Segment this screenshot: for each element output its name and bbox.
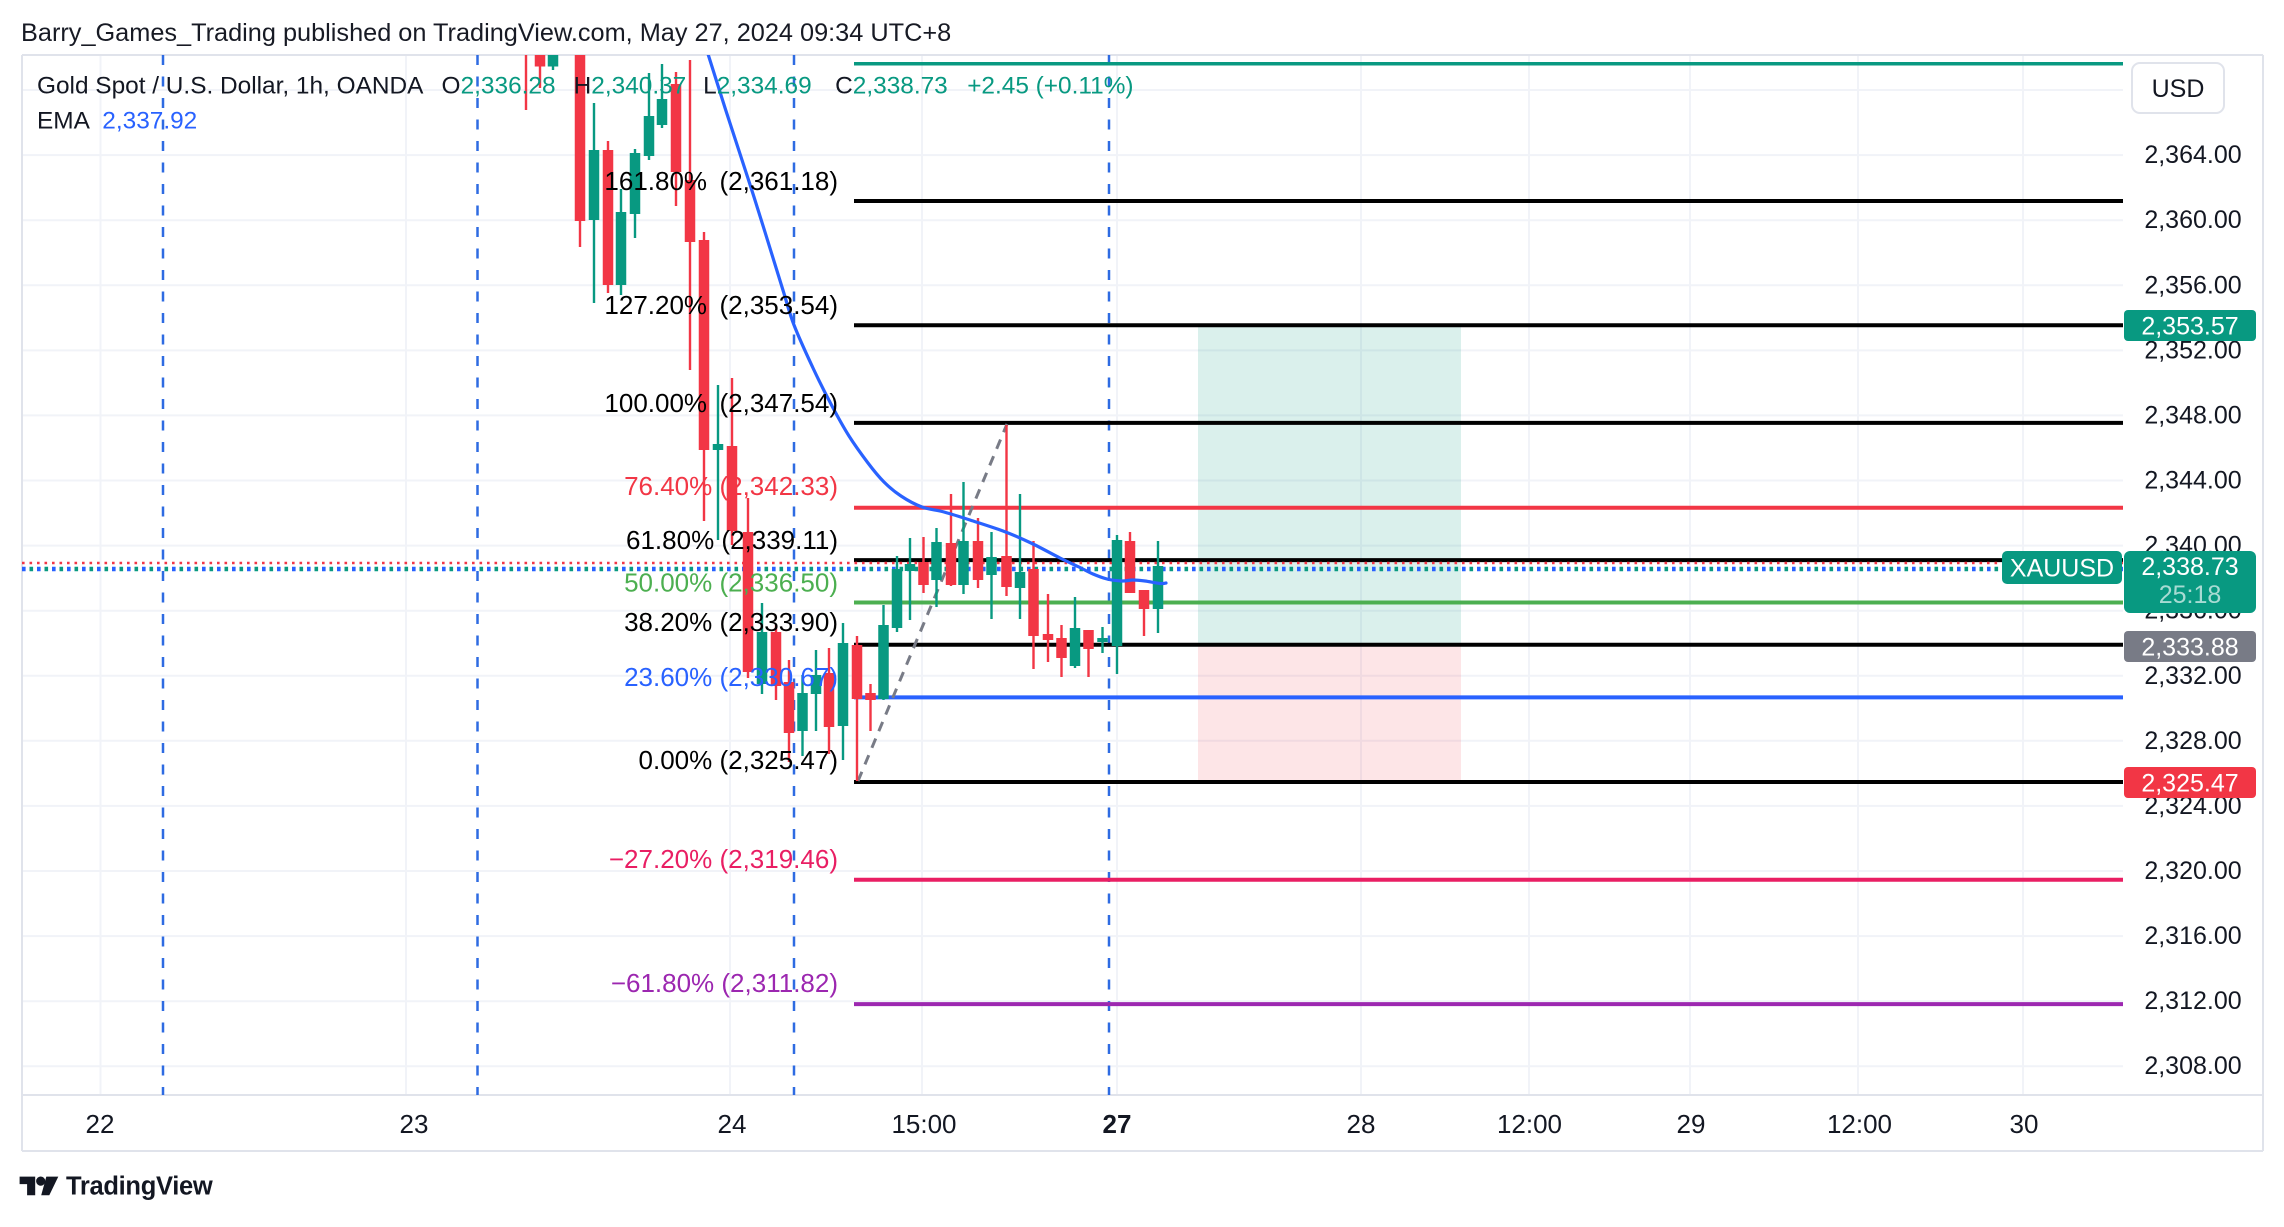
svg-text:XAUUSD: XAUUSD [2010,555,2114,583]
svg-text:2,340.37: 2,340.37 [591,73,686,100]
svg-text:2,325.47: 2,325.47 [2141,770,2238,798]
svg-text:161.80% (2,361.18): 161.80% (2,361.18) [604,166,838,196]
svg-text:Barry_Games_Trading published: Barry_Games_Trading published on Trading… [21,19,951,47]
svg-text:EMA: EMA [37,108,91,135]
svg-text:2,364.00: 2,364.00 [2144,141,2241,169]
svg-text:H: H [574,73,592,100]
svg-text:15:00: 15:00 [891,1109,956,1139]
svg-text:−61.80% (2,311.82): −61.80% (2,311.82) [611,968,838,998]
svg-text:38.20% (2,333.90): 38.20% (2,333.90) [624,607,838,637]
svg-text:2,336.28: 2,336.28 [461,73,556,100]
svg-text:2,360.00: 2,360.00 [2144,206,2241,234]
svg-text:+2.45 (+0.11%): +2.45 (+0.11%) [967,73,1133,100]
svg-text:2,338.73: 2,338.73 [2141,553,2238,581]
svg-text:TradingView: TradingView [66,1173,213,1201]
svg-text:25:18: 25:18 [2159,581,2222,609]
svg-text:2,337.92: 2,337.92 [102,108,197,135]
svg-text:0.00% (2,325.47): 0.00% (2,325.47) [639,745,838,775]
svg-text:23: 23 [400,1109,429,1139]
svg-text:2,353.57: 2,353.57 [2141,313,2238,341]
svg-text:2,320.00: 2,320.00 [2144,857,2241,885]
svg-text:27: 27 [1103,1109,1132,1139]
svg-text:2,338.73: 2,338.73 [853,73,948,100]
svg-text:29: 29 [1677,1109,1706,1139]
svg-text:2,328.00: 2,328.00 [2144,727,2241,755]
svg-text:2,344.00: 2,344.00 [2144,467,2241,495]
svg-text:23.60% (2,330.67): 23.60% (2,330.67) [624,662,838,692]
svg-text:2,348.00: 2,348.00 [2144,401,2241,429]
svg-text:30: 30 [2010,1109,2039,1139]
svg-text:L: L [703,73,717,100]
svg-text:50.00% (2,336.50): 50.00% (2,336.50) [624,568,838,598]
svg-text:−27.20% (2,319.46): −27.20% (2,319.46) [609,844,838,874]
svg-text:24: 24 [718,1109,747,1139]
svg-text:100.00% (2,347.54): 100.00% (2,347.54) [604,388,838,418]
svg-text:Gold Spot / U.S. Dollar, 1h, O: Gold Spot / U.S. Dollar, 1h, OANDA [37,73,424,100]
svg-text:61.80% (2,339.11): 61.80% (2,339.11) [626,525,838,555]
svg-text:22: 22 [86,1109,115,1139]
svg-text:2,356.00: 2,356.00 [2144,271,2241,299]
svg-text:28: 28 [1347,1109,1376,1139]
svg-text:12:00: 12:00 [1497,1109,1562,1139]
svg-text:12:00: 12:00 [1827,1109,1892,1139]
svg-text:O: O [442,73,461,100]
svg-text:127.20% (2,353.54): 127.20% (2,353.54) [604,290,838,320]
svg-text:C: C [835,73,853,100]
svg-text:2,334.69: 2,334.69 [717,73,812,100]
svg-text:2,308.00: 2,308.00 [2144,1052,2241,1080]
svg-text:2,352.00: 2,352.00 [2144,336,2241,364]
svg-text:76.40% (2,342.33): 76.40% (2,342.33) [624,471,838,501]
svg-text:USD: USD [2152,75,2205,103]
svg-text:2,333.88: 2,333.88 [2141,634,2238,662]
svg-text:2,312.00: 2,312.00 [2144,987,2241,1015]
svg-text:2,332.00: 2,332.00 [2144,662,2241,690]
svg-text:2,316.00: 2,316.00 [2144,922,2241,950]
